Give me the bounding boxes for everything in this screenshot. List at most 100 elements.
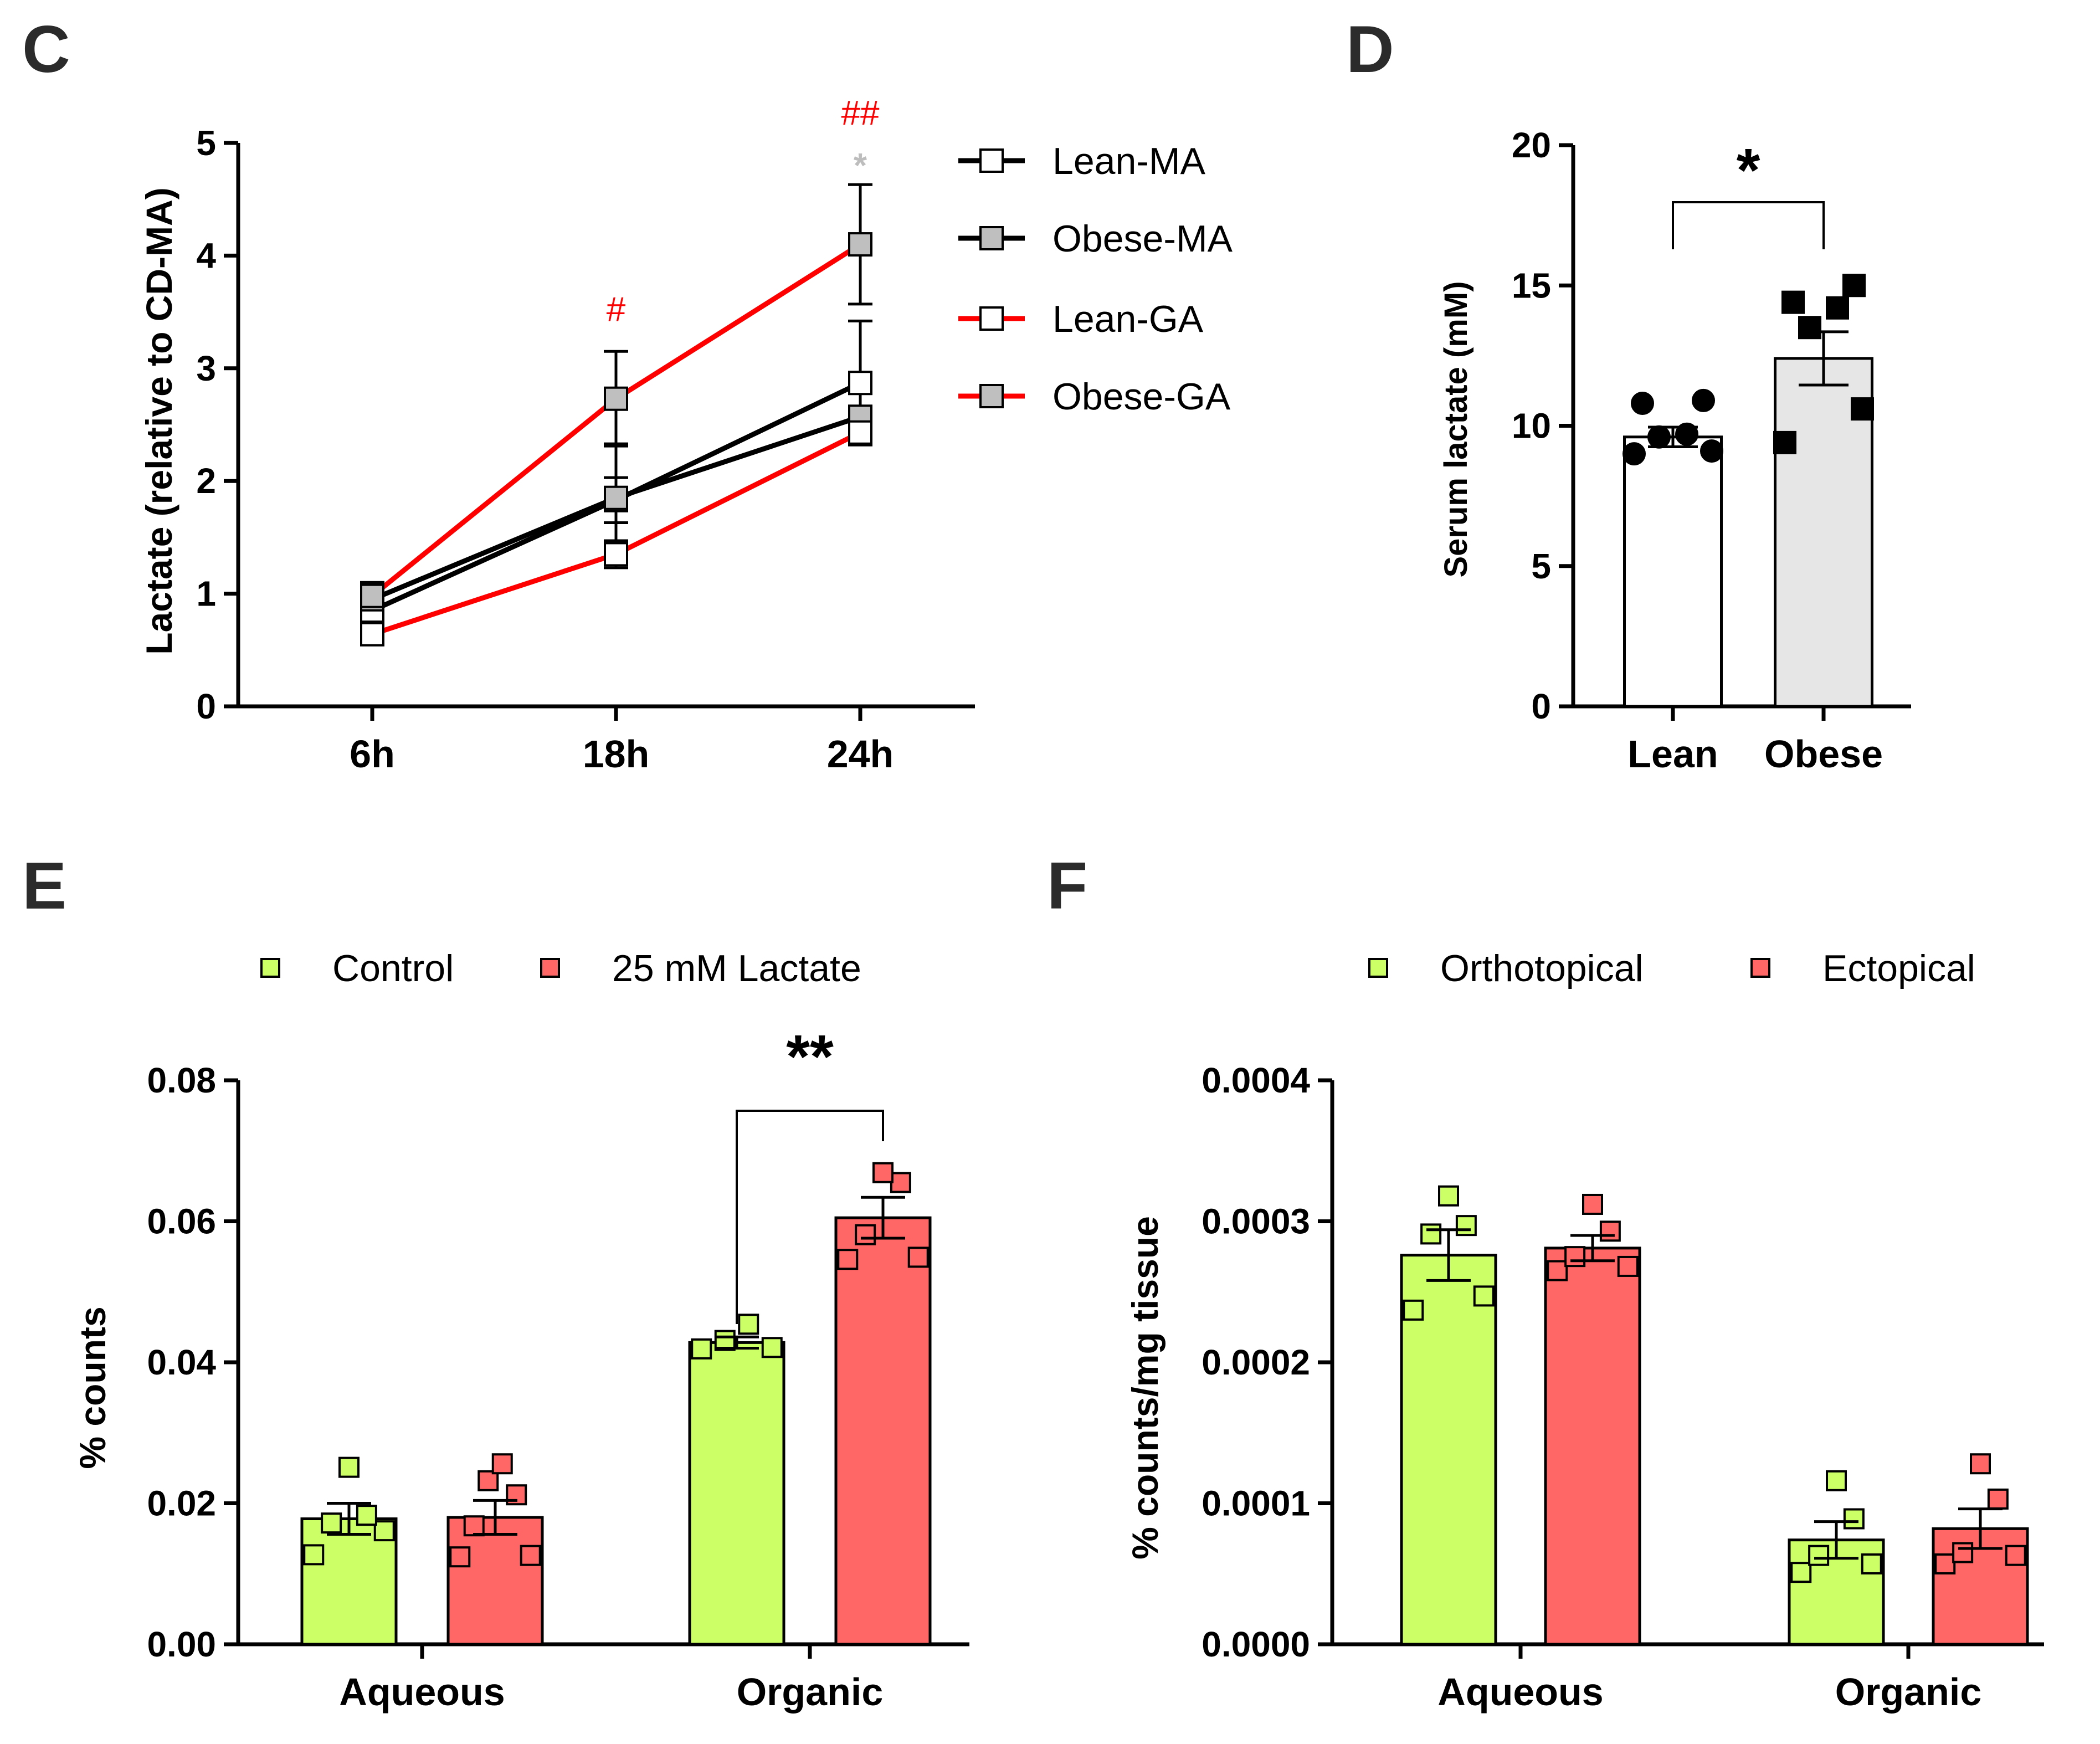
f-data-point: [1438, 1185, 1459, 1207]
e-data-point: [520, 1545, 541, 1566]
d-data-point: [1700, 439, 1723, 463]
panel-e-y-axis-label: % counts: [72, 1306, 113, 1469]
c-y-tick-label: 5: [196, 123, 216, 163]
e-data-point: [338, 1456, 360, 1478]
d-y-tick-label: 20: [1512, 125, 1551, 165]
f-data-point: [1564, 1246, 1586, 1268]
e-data-point: [449, 1546, 471, 1568]
panel-f-y-axis-label: % counts/mg tissue: [1125, 1216, 1165, 1560]
f-data-point: [1420, 1223, 1442, 1245]
e-data-point: [872, 1162, 894, 1183]
e-data-point: [463, 1515, 485, 1537]
f-data-point: [1403, 1299, 1424, 1321]
panel-d-letter: D: [1346, 12, 1394, 86]
f-data-point: [1547, 1260, 1568, 1281]
f-legend-label: Ectopical: [1822, 947, 1975, 989]
d-x-tick-label: Obese: [1764, 732, 1883, 776]
d-significance-bracket: [1672, 201, 1825, 249]
c-significance-mark: #: [607, 290, 626, 329]
f-bar: [1544, 1247, 1641, 1646]
e-data-point: [761, 1337, 783, 1358]
e-data-point: [837, 1249, 859, 1270]
e-data-point: [491, 1453, 513, 1475]
panel-e-letter: E: [22, 849, 66, 923]
e-x-tick-label: Organic: [737, 1670, 884, 1714]
e-legend-marker: [260, 958, 280, 978]
d-significance-star: *: [1737, 136, 1760, 204]
e-data-point: [356, 1505, 377, 1526]
panel-e-axes: 0.00 0.02 0.04 0.06 0.08 Aqueous Organic: [147, 1060, 969, 1714]
d-y-tick-label: 10: [1512, 406, 1551, 446]
e-legend-label: Control: [332, 947, 454, 989]
panel-f-axes: 0.0000 0.0001 0.0002 0.0003 0.0004 Aqueous Org…: [1202, 1060, 2044, 1714]
c-y-tick-label: 3: [196, 348, 216, 388]
c-legend-marker: [979, 306, 1004, 331]
c-y-tick-label: 0: [196, 686, 216, 726]
e-significance-star: **: [786, 1023, 834, 1091]
c-data-point: [848, 371, 872, 396]
d-data-point: [1692, 388, 1715, 412]
e-significance-bracket: [736, 1110, 884, 1324]
d-y-tick-label: 15: [1512, 265, 1551, 305]
c-x-tick-label: 24h: [827, 732, 894, 776]
e-data-point: [321, 1512, 342, 1534]
panel-c-axes: 0 1 2 3 4 5 6h 18h 24h: [196, 123, 975, 776]
c-legend-label: Obese-MA: [1052, 218, 1233, 260]
c-y-tick-label: 2: [196, 461, 216, 501]
c-data-point: [604, 542, 628, 567]
d-data-point: [1826, 296, 1849, 320]
f-data-point: [1473, 1285, 1495, 1307]
panel-f-plot: [1400, 1185, 2029, 1646]
c-legend-marker: [979, 148, 1004, 173]
d-bar: [1623, 435, 1723, 708]
c-significance-mark: ##: [841, 94, 880, 132]
c-legend-label: Lean-MA: [1052, 140, 1206, 182]
c-x-tick-label: 18h: [583, 732, 650, 776]
e-data-point: [890, 1172, 911, 1193]
e-data-point: [691, 1338, 712, 1360]
e-bar: [688, 1341, 785, 1646]
c-legend-label: Lean-GA: [1052, 298, 1204, 340]
e-data-point: [855, 1224, 876, 1245]
f-data-point: [1970, 1453, 1991, 1475]
f-data-point: [1826, 1470, 1847, 1491]
f-data-point: [1934, 1553, 1956, 1574]
d-data-point: [1773, 430, 1796, 454]
e-y-tick-label: 0.06: [147, 1202, 216, 1242]
e-data-point: [477, 1470, 499, 1491]
c-legend-marker: [979, 384, 1004, 408]
f-y-tick-label: 0.0002: [1202, 1342, 1310, 1382]
f-data-point: [2005, 1545, 2026, 1566]
c-data-point: [604, 386, 628, 411]
panel-c-y-axis-label: Lactate (relative to CD-MA): [138, 187, 179, 654]
f-legend-marker: [1368, 958, 1388, 978]
e-bar: [834, 1216, 932, 1646]
panel-c-plot: ###*: [360, 94, 880, 647]
f-data-point: [1861, 1553, 1882, 1574]
panel-e-legend: Control 25 mM Lactate: [260, 947, 861, 989]
d-data-point: [1675, 422, 1698, 446]
c-data-point: [848, 232, 872, 257]
f-data-point: [1987, 1488, 2009, 1510]
f-x-tick-label: Aqueous: [1437, 1670, 1603, 1714]
e-data-point: [738, 1314, 759, 1335]
d-data-point: [1631, 391, 1654, 415]
panel-e: E Control 25 mM Lactate 0.000.020.040.060…: [22, 849, 969, 1714]
panel-f-letter: F: [1047, 849, 1087, 923]
e-y-tick-label: 0.02: [147, 1484, 216, 1524]
f-data-point: [1808, 1545, 1830, 1566]
e-x-tick-label: Aqueous: [339, 1670, 505, 1714]
c-data-point: [604, 485, 628, 510]
e-legend-label: 25 mM Lactate: [612, 947, 861, 989]
f-y-tick-label: 0.0000: [1202, 1624, 1310, 1664]
c-data-point: [848, 420, 872, 445]
panel-d-plot: *: [1623, 136, 1874, 708]
e-legend-marker: [540, 958, 560, 978]
c-y-tick-label: 1: [196, 574, 216, 614]
c-data-point: [360, 583, 384, 608]
c-legend-marker: [979, 226, 1004, 250]
panel-f-legend: Orthotopical Ectopical: [1368, 947, 1975, 989]
d-data-point: [1647, 425, 1671, 449]
e-y-tick-label: 0.08: [147, 1060, 216, 1100]
